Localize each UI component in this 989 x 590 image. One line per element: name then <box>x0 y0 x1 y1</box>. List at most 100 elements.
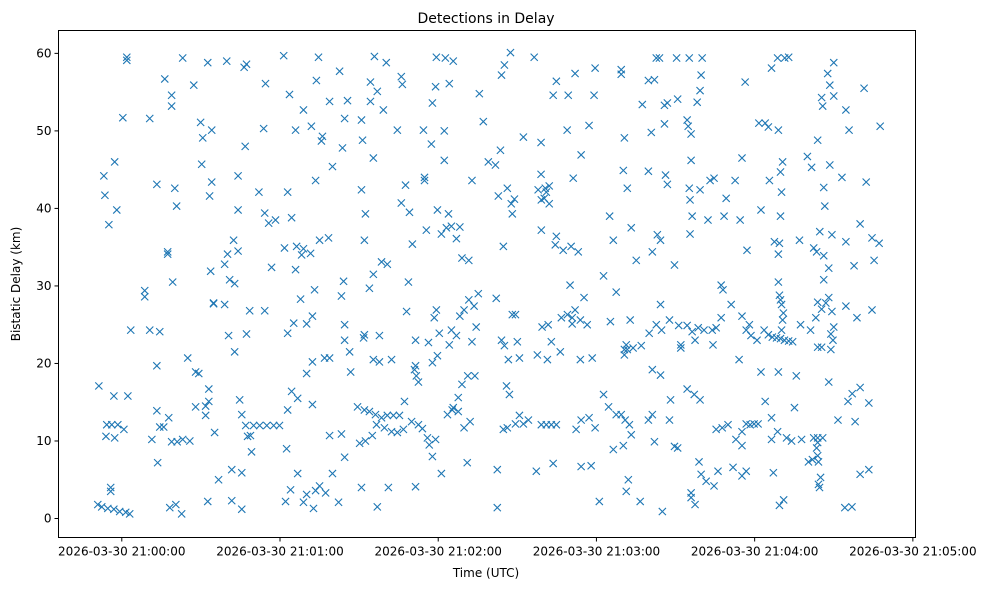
data-point <box>702 477 711 486</box>
data-point <box>189 81 198 90</box>
data-point <box>764 123 773 132</box>
data-point <box>622 487 631 496</box>
data-point <box>658 507 667 516</box>
data-point <box>706 176 715 185</box>
data-point <box>648 365 657 374</box>
data-point <box>648 410 657 419</box>
data-point <box>262 421 271 430</box>
data-point <box>790 403 799 412</box>
data-point <box>808 455 817 464</box>
data-point <box>813 298 822 307</box>
data-point <box>710 174 719 183</box>
data-point <box>334 498 343 507</box>
data-point <box>93 500 102 509</box>
data-point <box>203 497 212 506</box>
data-point <box>823 69 832 78</box>
data-point <box>774 250 783 259</box>
data-point <box>825 81 834 90</box>
data-point <box>851 417 860 426</box>
data-point <box>674 321 683 330</box>
data-point <box>559 246 568 255</box>
data-point <box>419 126 428 135</box>
data-point <box>177 509 186 518</box>
data-point <box>375 357 384 366</box>
data-point <box>467 337 476 346</box>
data-point <box>577 462 586 471</box>
data-point <box>815 483 824 492</box>
data-point <box>622 340 631 349</box>
data-point <box>297 250 306 259</box>
x-tick-label: 2026-03-30 21:02:00 <box>374 545 501 559</box>
data-point <box>237 468 246 477</box>
data-point <box>824 293 833 302</box>
data-point <box>287 387 296 396</box>
data-point <box>397 199 406 207</box>
data-point <box>718 423 727 432</box>
data-point <box>203 58 212 67</box>
data-point <box>735 355 744 364</box>
data-point <box>698 54 707 63</box>
data-point <box>833 416 842 425</box>
data-point <box>104 220 113 229</box>
data-point <box>425 440 434 449</box>
data-point <box>493 503 502 512</box>
data-point <box>542 188 551 197</box>
data-point <box>644 167 653 176</box>
data-point <box>623 184 632 193</box>
data-point <box>504 355 513 364</box>
data-point <box>694 323 703 332</box>
data-point <box>524 416 533 425</box>
data-point <box>508 209 517 218</box>
data-point <box>445 79 454 88</box>
data-point <box>106 487 115 496</box>
data-point <box>317 136 326 145</box>
data-point <box>402 307 411 316</box>
data-point <box>299 105 308 114</box>
data-point <box>829 92 838 100</box>
data-point <box>506 48 515 57</box>
data-point <box>644 416 653 425</box>
data-point <box>750 419 759 428</box>
data-point <box>383 260 392 269</box>
data-point <box>107 420 116 429</box>
data-point <box>533 350 542 359</box>
data-point <box>688 212 697 221</box>
data-point <box>247 447 256 456</box>
data-point <box>428 98 437 107</box>
data-point <box>856 383 865 392</box>
data-point <box>359 333 368 342</box>
data-point <box>868 233 876 242</box>
data-point <box>687 156 696 165</box>
data-point <box>491 161 500 169</box>
data-point <box>841 302 850 311</box>
y-tick-label: 10 <box>36 434 51 448</box>
data-point <box>532 467 541 476</box>
data-point <box>457 380 466 389</box>
data-point <box>358 136 367 145</box>
data-point <box>619 441 628 450</box>
data-point <box>398 80 407 89</box>
data-point <box>454 393 463 402</box>
data-point <box>612 288 621 297</box>
data-point <box>164 413 173 422</box>
data-point <box>695 457 703 466</box>
data-point <box>145 114 154 123</box>
data-point <box>308 312 317 321</box>
data-point <box>283 405 292 414</box>
data-point <box>676 343 685 352</box>
data-point <box>746 331 755 340</box>
data-point <box>152 180 161 189</box>
data-point <box>722 194 731 203</box>
data-point <box>656 371 665 380</box>
data-point <box>672 54 681 63</box>
data-point <box>440 126 449 135</box>
data-point <box>185 436 194 445</box>
data-point <box>373 502 382 511</box>
data-point <box>283 329 292 338</box>
data-point <box>475 89 484 98</box>
data-point <box>769 468 778 477</box>
data-point <box>738 312 746 321</box>
data-point <box>626 316 635 325</box>
data-point <box>720 212 729 221</box>
data-point <box>222 57 231 66</box>
